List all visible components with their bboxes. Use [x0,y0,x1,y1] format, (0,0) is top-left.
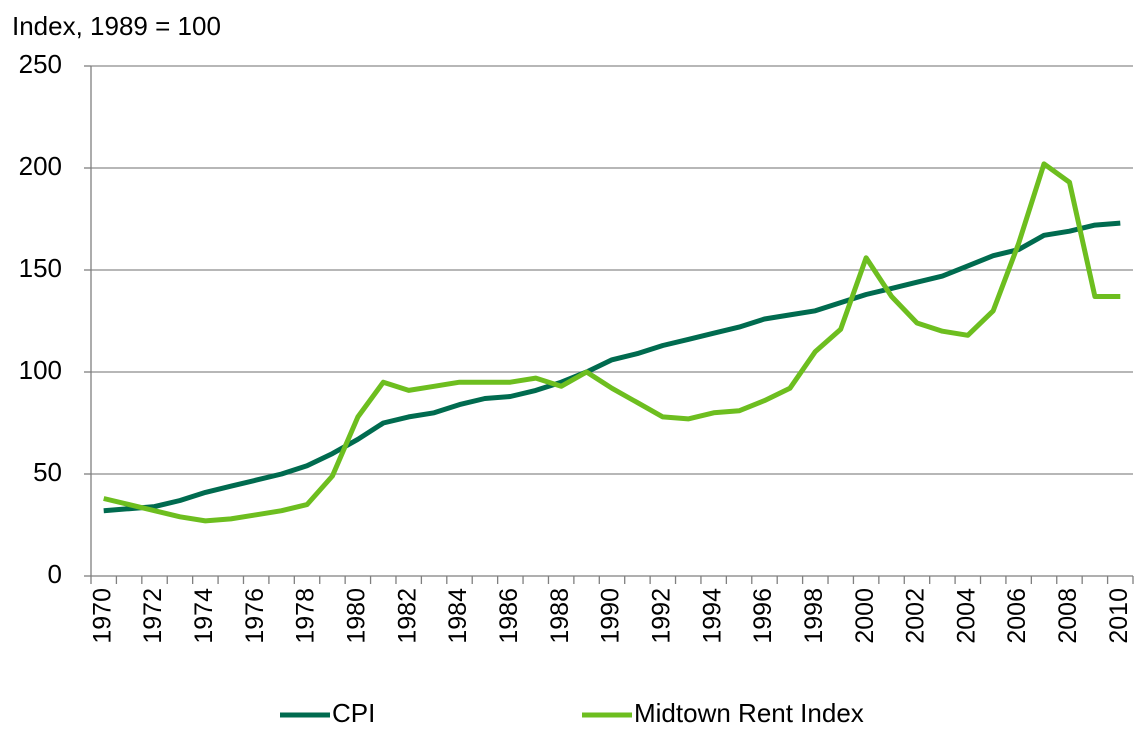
x-tick-label: 1972 [139,588,167,644]
x-tick-label: 1978 [292,588,320,644]
y-tick-label: 150 [19,253,62,283]
y-tick-label: 50 [33,457,62,487]
x-tick-label: 2004 [952,588,980,644]
legend-label: Midtown Rent Index [634,698,864,728]
x-tick-label: 1982 [393,588,421,644]
x-tick-label: 2002 [902,588,930,644]
y-tick-label: 100 [19,355,62,385]
x-tick-label: 2000 [851,588,879,644]
legend-label: CPI [332,698,375,728]
x-tick-label: 1992 [647,588,675,644]
x-tick-label: 1984 [444,588,472,644]
y-tick-label: 250 [19,49,62,79]
series-line [103,220,1121,514]
x-tick-label: 2006 [1003,588,1031,644]
x-tick-label: 1980 [342,588,370,644]
x-tick-label: 1974 [190,588,218,644]
x-tick-label: 1998 [800,588,828,644]
x-tick-label: 1990 [597,588,625,644]
y-axis-title: Index, 1989 = 100 [12,11,221,41]
x-tick-label: 1970 [88,588,116,644]
x-tick-label: 1996 [749,588,777,644]
x-tick-label: 2008 [1054,588,1082,644]
y-tick-label: 0 [48,559,62,589]
x-tick-label: 1994 [698,588,726,644]
x-tick-label: 1988 [546,588,574,644]
x-tick-label: 1986 [495,588,523,644]
series-line [103,161,1121,524]
x-tick-label: 1976 [241,588,269,644]
y-tick-label: 200 [19,151,62,181]
x-tick-label: 2010 [1105,588,1133,644]
